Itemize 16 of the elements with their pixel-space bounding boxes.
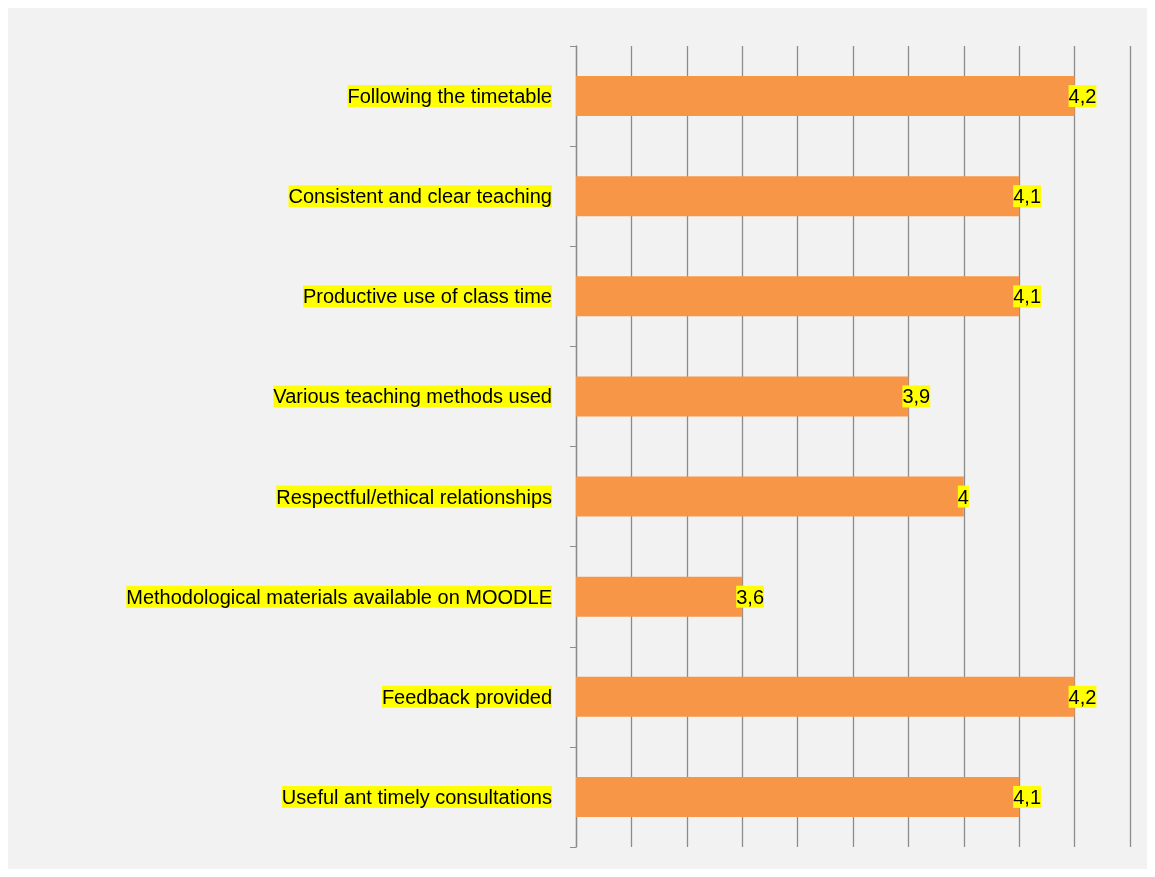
data-label: 4,1 <box>1013 185 1042 208</box>
data-label: 4,2 <box>1068 685 1097 708</box>
data-label: 4,1 <box>1013 285 1042 308</box>
y-tick-label: Feedback provided <box>381 685 552 708</box>
y-tick-label: Productive use of class time <box>303 285 552 308</box>
data-label: 3,6 <box>736 585 765 608</box>
y-tick-label: Consistent and clear teaching <box>288 185 552 208</box>
y-tick-label: Various teaching methods used <box>273 385 552 408</box>
y-tick-label: Following the timetable <box>347 85 552 108</box>
y-tick-label: Useful ant timely consultations <box>281 785 552 808</box>
y-tick-label: Respectful/ethical relationships <box>276 485 552 508</box>
data-label: 4 <box>957 485 969 508</box>
data-label: 3,9 <box>902 385 931 408</box>
data-label: 4,2 <box>1068 85 1097 108</box>
y-tick-label: Methodological materials available on MOODLE <box>126 585 552 608</box>
data-label: 4,1 <box>1013 785 1042 808</box>
